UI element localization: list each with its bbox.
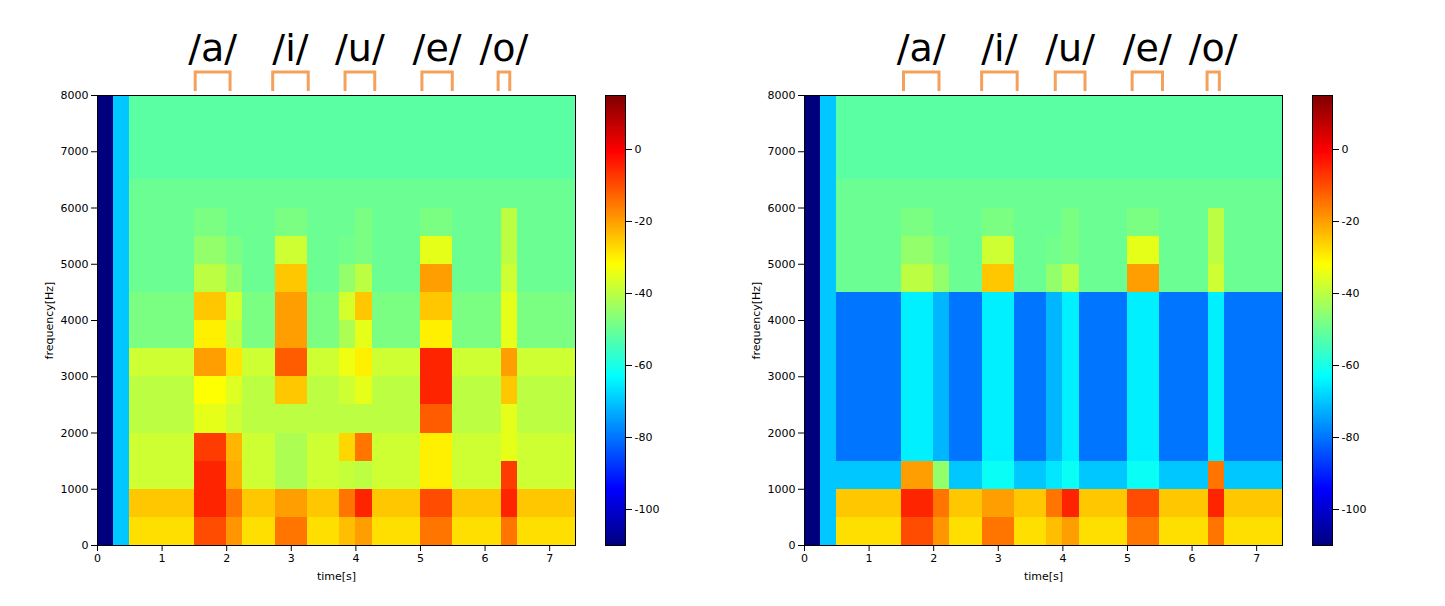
- svg-text:4000: 4000: [768, 314, 796, 327]
- svg-text:-80: -80: [635, 431, 653, 444]
- svg-text:frequency[Hz]: frequency[Hz]: [750, 282, 763, 360]
- svg-text:/e/: /e/: [413, 26, 462, 70]
- svg-text:frequency[Hz]: frequency[Hz]: [43, 282, 56, 360]
- svg-text:7000: 7000: [61, 145, 89, 158]
- svg-text:5000: 5000: [768, 258, 796, 271]
- svg-text:2000: 2000: [61, 427, 89, 440]
- svg-text:/e/: /e/: [1123, 26, 1172, 70]
- svg-text:3000: 3000: [61, 370, 89, 383]
- svg-text:0: 0: [1342, 143, 1349, 156]
- svg-text:0: 0: [789, 539, 796, 552]
- svg-text:-40: -40: [635, 287, 653, 300]
- svg-text:/a/: /a/: [188, 26, 237, 70]
- svg-text:2: 2: [930, 552, 937, 565]
- svg-text:8000: 8000: [61, 89, 89, 102]
- svg-text:3: 3: [995, 552, 1002, 565]
- svg-text:6000: 6000: [768, 202, 796, 215]
- svg-text:0: 0: [801, 552, 808, 565]
- svg-text:time[s]: time[s]: [1024, 570, 1063, 583]
- svg-text:-60: -60: [635, 359, 653, 372]
- svg-text:1000: 1000: [768, 483, 796, 496]
- svg-text:5: 5: [417, 552, 424, 565]
- svg-text:time[s]: time[s]: [317, 570, 356, 583]
- svg-text:6: 6: [482, 552, 489, 565]
- svg-text:/o/: /o/: [1189, 26, 1238, 70]
- svg-text:7: 7: [546, 552, 553, 565]
- svg-text:8000: 8000: [768, 89, 796, 102]
- svg-text:/u/: /u/: [1045, 26, 1095, 70]
- svg-text:-20: -20: [635, 215, 653, 228]
- svg-text:1: 1: [866, 552, 873, 565]
- svg-text:7: 7: [1253, 552, 1260, 565]
- svg-text:7000: 7000: [768, 145, 796, 158]
- svg-text:0: 0: [82, 539, 89, 552]
- svg-text:/u/: /u/: [335, 26, 385, 70]
- svg-text:/a/: /a/: [897, 26, 946, 70]
- svg-text:4000: 4000: [61, 314, 89, 327]
- svg-text:/o/: /o/: [480, 26, 529, 70]
- svg-text:3000: 3000: [768, 370, 796, 383]
- svg-text:6000: 6000: [61, 202, 89, 215]
- svg-text:5000: 5000: [61, 258, 89, 271]
- svg-text:2: 2: [223, 552, 230, 565]
- svg-text:/i/: /i/: [272, 26, 308, 70]
- svg-text:6: 6: [1189, 552, 1196, 565]
- svg-text:/i/: /i/: [981, 26, 1017, 70]
- svg-text:-60: -60: [1342, 359, 1360, 372]
- svg-text:4: 4: [352, 552, 359, 565]
- svg-text:1: 1: [159, 552, 166, 565]
- svg-text:1000: 1000: [61, 483, 89, 496]
- svg-text:0: 0: [94, 552, 101, 565]
- svg-text:-80: -80: [1342, 431, 1360, 444]
- svg-text:4: 4: [1059, 552, 1066, 565]
- svg-text:-40: -40: [1342, 287, 1360, 300]
- svg-text:3: 3: [288, 552, 295, 565]
- svg-text:0: 0: [635, 143, 642, 156]
- svg-text:-20: -20: [1342, 215, 1360, 228]
- svg-text:2000: 2000: [768, 427, 796, 440]
- svg-text:-100: -100: [635, 503, 660, 516]
- svg-text:5: 5: [1124, 552, 1131, 565]
- svg-text:-100: -100: [1342, 503, 1367, 516]
